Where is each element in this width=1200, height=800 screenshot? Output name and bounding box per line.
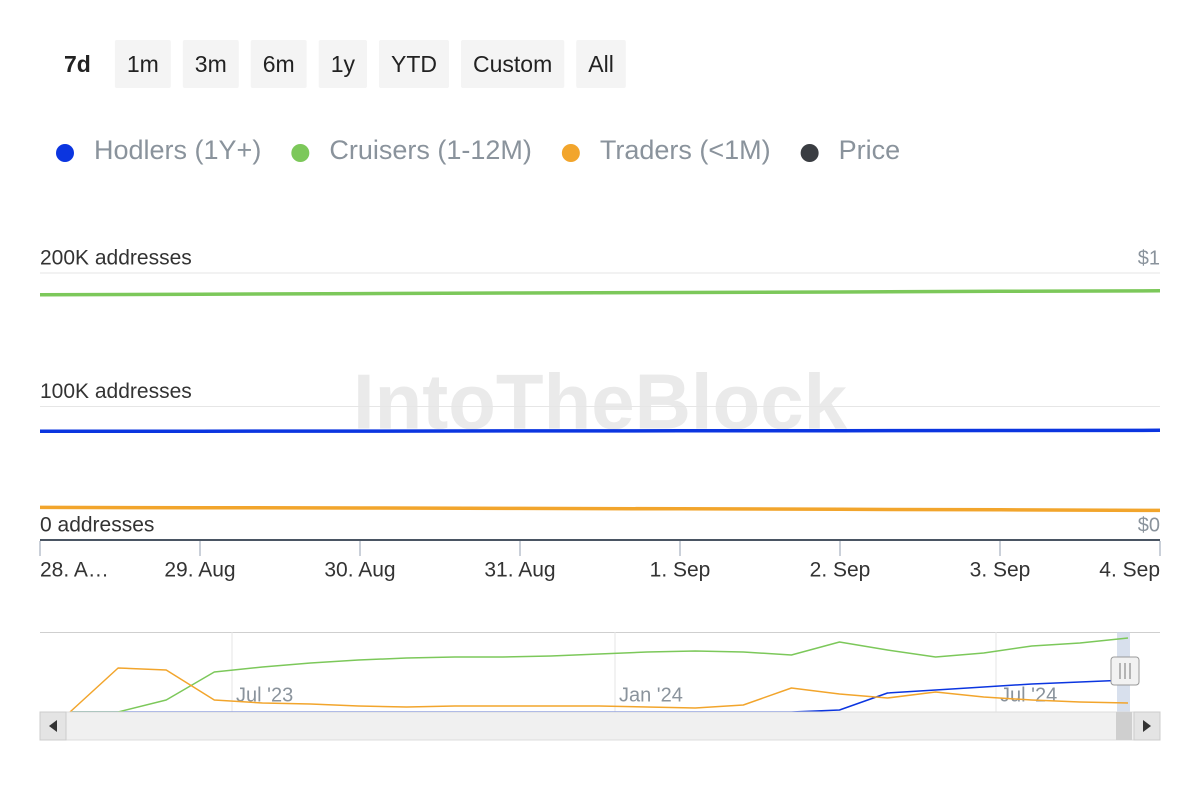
x-tick-label: 1. Sep xyxy=(650,559,711,582)
legend-marker xyxy=(291,144,310,162)
x-tick-label: 29. Aug xyxy=(164,559,235,582)
range-button[interactable] xyxy=(576,40,626,88)
range-button[interactable] xyxy=(318,40,367,88)
navigator-label: Jul '23 xyxy=(236,684,293,706)
y-tick-label: 0 addresses xyxy=(40,514,154,537)
y-tick-label: 200K addresses xyxy=(40,247,192,270)
x-tick-label: 3. Sep xyxy=(970,559,1031,582)
range-button-label: 6m xyxy=(263,51,295,77)
legend-label[interactable]: Hodlers (1Y+) xyxy=(94,135,261,165)
range-button-label: All xyxy=(588,51,614,77)
legend-marker xyxy=(800,144,819,162)
navigator-line xyxy=(70,637,1129,713)
y-tick-label: 100K addresses xyxy=(40,380,192,403)
x-tick-label: 4. Sep xyxy=(1099,559,1160,582)
range-button-label: 1y xyxy=(331,51,356,77)
range-button-label: 1m xyxy=(127,51,159,77)
legend-label[interactable]: Cruisers (1-12M) xyxy=(329,135,532,165)
range-button[interactable] xyxy=(114,40,171,88)
range-button[interactable] xyxy=(461,40,565,88)
navigator-line xyxy=(69,667,1129,713)
navigator: Jul '23 Jan '24 Jul '24 xyxy=(40,632,1160,713)
range-button[interactable] xyxy=(52,40,103,88)
arrow-left xyxy=(49,720,57,732)
scrollbar-track[interactable] xyxy=(39,711,1161,741)
scroll-thumb[interactable] xyxy=(1116,712,1132,740)
scrollbar xyxy=(39,711,1161,741)
range-button[interactable] xyxy=(379,40,449,88)
series-line xyxy=(39,289,1161,297)
series-line xyxy=(40,428,1161,433)
legend-label[interactable]: Price xyxy=(839,135,901,165)
navigator-background xyxy=(40,632,1160,712)
y2-tick-label: $0 xyxy=(1138,514,1160,536)
range-button-label: YTD xyxy=(391,51,437,77)
plot-area: 0 addresses 100K addresses 200K addresses $… xyxy=(39,247,1161,582)
range-button[interactable] xyxy=(250,40,307,88)
range-button[interactable] xyxy=(182,40,239,88)
legend-marker xyxy=(561,144,580,162)
navigator-label: Jan '24 xyxy=(619,684,683,706)
range-buttons: 7d 1m 3m 6m 1y YTD Custom All xyxy=(52,40,626,88)
navigator-label: Jul '24 xyxy=(1000,684,1057,706)
x-tick-label: 30. Aug xyxy=(324,559,395,582)
legend-marker xyxy=(56,144,74,162)
arrow-right xyxy=(1143,720,1151,732)
legend-label[interactable]: Traders (<1M) xyxy=(600,135,771,165)
range-button-label: Custom xyxy=(473,51,552,77)
series-line xyxy=(39,505,1161,513)
x-tick-label: 31. Aug xyxy=(484,559,555,582)
y2-tick-label: $1 xyxy=(1138,247,1160,269)
legend: Hodlers (1Y+) Cruisers (1-12M) Traders (<1… xyxy=(56,135,900,165)
x-tick-label: 2. Sep xyxy=(810,559,871,582)
range-button-label: 7d xyxy=(64,51,91,77)
x-tick-label: 28. A… xyxy=(40,559,109,582)
range-button-label: 3m xyxy=(195,51,227,77)
